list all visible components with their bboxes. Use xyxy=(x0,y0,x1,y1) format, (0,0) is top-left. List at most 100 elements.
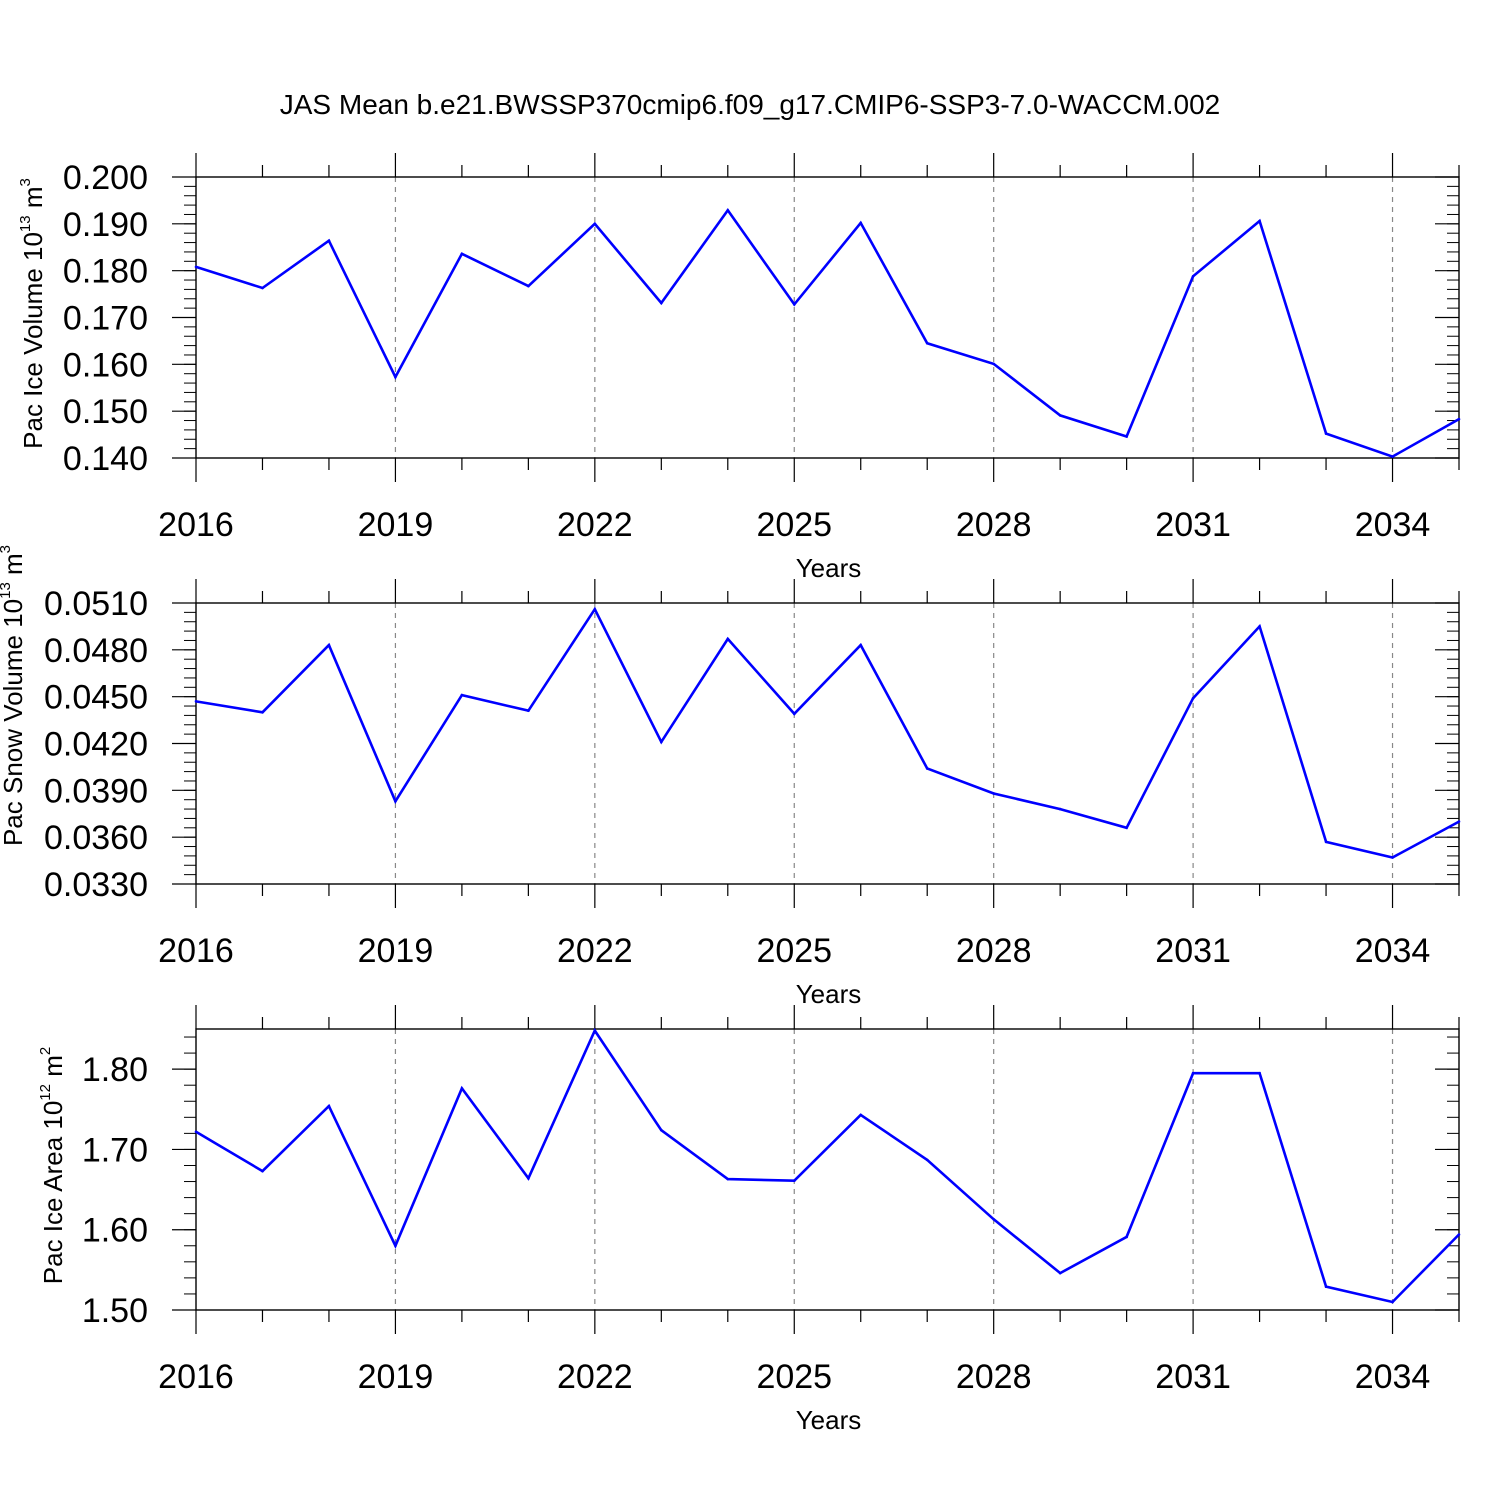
data-point xyxy=(1324,1285,1328,1289)
x-tick-label: 2022 xyxy=(557,506,633,544)
data-point xyxy=(261,1169,264,1173)
data-point xyxy=(1125,826,1128,830)
plot-frame xyxy=(195,1028,1460,1311)
y-axis-label: Pac Ice Volume 1013 m3 xyxy=(17,178,48,449)
data-point xyxy=(1058,807,1062,811)
data-point xyxy=(261,710,264,714)
data-point xyxy=(792,303,796,306)
data-point xyxy=(1125,435,1128,438)
x-tick-label: 2028 xyxy=(956,932,1032,970)
y-tick-label: 0.160 xyxy=(63,346,148,384)
data-point xyxy=(992,1217,995,1221)
data-point xyxy=(527,1177,530,1180)
x-tick-label: 2025 xyxy=(756,1358,832,1396)
data-point xyxy=(1191,696,1195,700)
data-point xyxy=(261,286,264,290)
x-tick-label: 2034 xyxy=(1355,932,1431,970)
data-point xyxy=(1391,1300,1394,1304)
y-tick-label: 0.0330 xyxy=(44,866,148,904)
data-point xyxy=(726,637,730,641)
data-point xyxy=(925,341,929,345)
data-point xyxy=(1058,1271,1062,1275)
data-point xyxy=(194,265,198,269)
x-tick-label: 2034 xyxy=(1355,1358,1431,1396)
x-tick-label: 2016 xyxy=(158,506,234,544)
plot-frame xyxy=(195,602,1460,885)
x-tick-label: 2019 xyxy=(358,506,434,544)
data-point xyxy=(1391,856,1394,859)
data-point xyxy=(859,643,863,647)
data-point xyxy=(660,1128,663,1132)
data-point xyxy=(792,712,796,716)
y-tick-label: 0.0480 xyxy=(44,632,148,670)
y-tick-label: 1.50 xyxy=(82,1292,148,1330)
data-point xyxy=(327,643,331,647)
data-point xyxy=(792,1179,796,1183)
data-point xyxy=(859,221,863,225)
x-tick-label: 2022 xyxy=(557,1358,633,1396)
data-point xyxy=(593,1029,597,1032)
data-point xyxy=(460,1087,464,1090)
data-point xyxy=(527,709,530,713)
panel-2: 0.0330 0.0360 0.0390 0.0420 0.0450 0.0480 0.05… xyxy=(0,545,1461,1009)
data-point xyxy=(1191,1071,1195,1075)
y-axis-label: Pac Ice Area 1012 m2 xyxy=(37,1047,68,1284)
x-tick-label: 2031 xyxy=(1155,932,1231,970)
data-point xyxy=(1058,414,1062,417)
data-point xyxy=(527,284,530,288)
data-point xyxy=(327,1104,331,1108)
y-tick-label: 0.140 xyxy=(63,440,148,478)
x-tick-label: 2016 xyxy=(158,1358,234,1396)
y-tick-label: 0.170 xyxy=(63,300,148,338)
panel-1: 0.140 0.150 0.160 0.170 0.180 0.190 0.200 2016 2… xyxy=(17,153,1461,583)
data-point xyxy=(660,301,663,305)
data-point xyxy=(460,252,464,256)
y-tick-label: 0.180 xyxy=(63,253,148,291)
series-line xyxy=(195,208,1460,459)
panel-3: 1.50 1.60 1.70 1.80 2016 2019 2022 2025 2028 2031… xyxy=(37,1005,1461,1435)
data-point xyxy=(1125,1235,1128,1239)
data-point xyxy=(1191,274,1195,278)
y-tick-label: 0.0390 xyxy=(44,772,148,810)
data-point xyxy=(1391,455,1394,458)
data-point xyxy=(1324,840,1328,844)
data-point xyxy=(1457,417,1461,421)
data-point xyxy=(1457,1233,1461,1236)
data-point xyxy=(1324,432,1328,435)
data-point xyxy=(194,700,198,703)
data-point xyxy=(194,1130,198,1134)
plot-frame xyxy=(195,176,1460,459)
data-point xyxy=(327,239,331,242)
x-tick-label: 2028 xyxy=(956,506,1032,544)
data-point xyxy=(1258,625,1261,628)
y-tick-label: 1.80 xyxy=(82,1051,148,1089)
data-point xyxy=(660,740,663,744)
x-axis-label: Years xyxy=(796,979,862,1009)
x-tick-label: 2025 xyxy=(756,932,832,970)
y-tick-label: 0.0450 xyxy=(44,679,148,717)
data-point xyxy=(992,362,995,366)
y-tick-label: 1.70 xyxy=(82,1131,148,1169)
x-axis-label: Years xyxy=(796,553,862,583)
x-tick-label: 2016 xyxy=(158,932,234,970)
data-point xyxy=(1457,820,1461,823)
y-tick-label: 0.190 xyxy=(63,206,148,244)
x-tick-label: 2031 xyxy=(1155,1358,1231,1396)
x-tick-label: 2034 xyxy=(1355,506,1431,544)
series-line xyxy=(195,606,1460,859)
y-tick-label: 0.0420 xyxy=(44,726,148,764)
y-tick-label: 0.0360 xyxy=(44,819,148,857)
x-tick-label: 2022 xyxy=(557,932,633,970)
x-tick-label: 2025 xyxy=(756,506,832,544)
x-tick-label: 2019 xyxy=(358,932,434,970)
data-point xyxy=(726,208,730,212)
data-point xyxy=(992,792,995,795)
data-point xyxy=(925,1158,929,1162)
data-point xyxy=(726,1177,730,1181)
x-tick-label: 2019 xyxy=(358,1358,434,1396)
x-tick-label: 2028 xyxy=(956,1358,1032,1396)
data-point xyxy=(460,693,464,697)
y-tick-label: 1.60 xyxy=(82,1212,148,1250)
y-tick-label: 0.0510 xyxy=(44,585,148,623)
